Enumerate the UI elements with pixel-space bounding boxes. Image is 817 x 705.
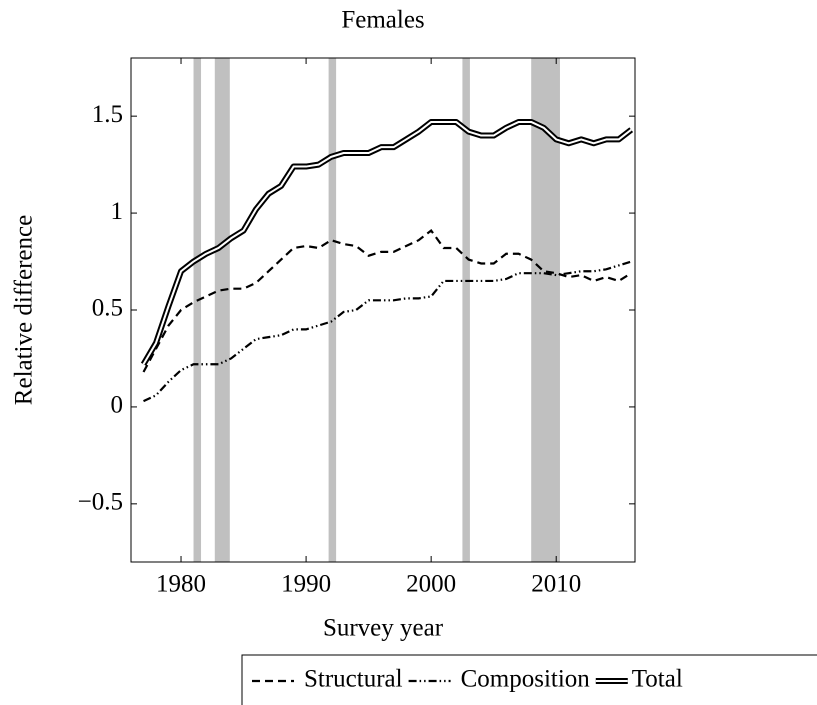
legend-label: Structural: [304, 666, 403, 693]
legend: Structural Composition Total: [241, 654, 817, 705]
x-tick-label: 1980: [156, 571, 206, 598]
x-tick-label: 1990: [281, 571, 331, 598]
recession-band: [214, 58, 230, 562]
legend-label: Total: [632, 666, 683, 693]
y-axis-label: Relative difference: [11, 215, 38, 405]
y-tick-label: 0.5: [92, 295, 123, 322]
y-tick-label: 0: [111, 392, 124, 419]
y-tick-label: −0.5: [78, 489, 123, 516]
legend-label: Composition: [461, 666, 591, 693]
legend-box: [241, 654, 817, 705]
recession-band: [462, 58, 470, 562]
x-tick-label: 2000: [406, 571, 456, 598]
recession-band: [193, 58, 202, 562]
y-tick-label: 1.5: [92, 101, 123, 128]
series-line-inner: [142, 120, 632, 365]
chart-title: Females: [341, 7, 424, 34]
recession-band: [328, 58, 337, 562]
y-tick-label: 1: [111, 198, 124, 225]
plot-frame: [130, 57, 636, 563]
x-axis-label: Survey year: [323, 615, 444, 642]
series-line: [143, 260, 632, 403]
x-tick-label: 2010: [531, 571, 581, 598]
series-line: [142, 228, 632, 373]
